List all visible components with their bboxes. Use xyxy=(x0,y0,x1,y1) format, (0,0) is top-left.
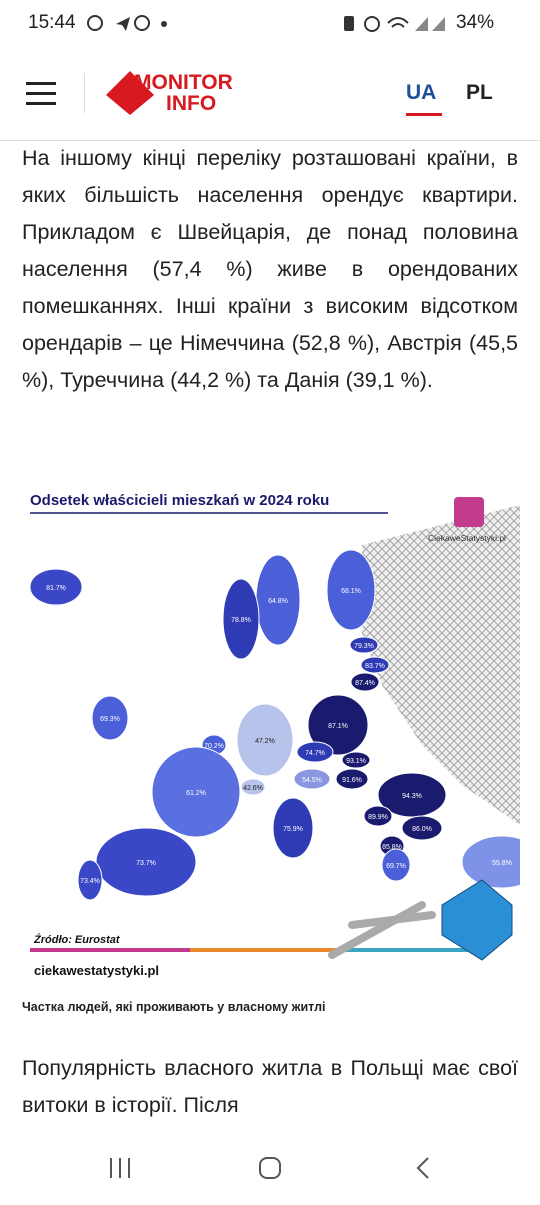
region xyxy=(363,805,393,827)
region xyxy=(335,768,369,790)
region-label: 68.1% xyxy=(341,588,361,595)
map-title: Odsetek właścicieli mieszkań w 2024 roku xyxy=(30,492,329,509)
logo-top: MONITOR xyxy=(134,71,233,94)
region-label: 86.0% xyxy=(412,826,432,833)
region-label: 85.8% xyxy=(382,844,402,851)
battery: 34% xyxy=(456,12,495,33)
region xyxy=(236,703,294,777)
language-pl[interactable]: PL xyxy=(466,81,493,104)
region-label: 73.4% xyxy=(80,878,100,885)
region xyxy=(77,859,103,901)
logo[interactable]: MONITOR INFO xyxy=(104,65,254,117)
logo-bottom: INFO xyxy=(166,92,216,115)
status-bar: 15:44 34% xyxy=(0,0,540,45)
region xyxy=(350,672,380,692)
time: 15:44 xyxy=(28,12,76,33)
brand: CiekaweStatystyki.pl xyxy=(428,533,506,543)
active-underline xyxy=(406,113,442,116)
region-label: 64.8% xyxy=(268,598,288,605)
region xyxy=(272,797,314,859)
region xyxy=(377,772,447,818)
region-label: 81.7% xyxy=(46,585,66,592)
region xyxy=(341,751,371,769)
region-label: 93.1% xyxy=(346,758,366,765)
nav-buttons xyxy=(110,1157,429,1179)
divider xyxy=(84,73,85,113)
region-label: 70.2% xyxy=(204,743,224,750)
region xyxy=(91,695,129,741)
region-label: 55.8% xyxy=(492,860,512,867)
region-label: 78.8% xyxy=(231,617,251,624)
region-label: 42.6% xyxy=(243,785,263,792)
header: MONITOR INFO UA PL xyxy=(0,45,540,141)
region xyxy=(222,578,260,660)
region-label: 69.7% xyxy=(386,863,406,870)
home-button[interactable] xyxy=(259,1157,281,1179)
url: ciekawestatystyki.pl xyxy=(34,963,159,978)
region-label: 94.3% xyxy=(402,793,422,800)
region-label: 87.1% xyxy=(328,723,348,730)
map-image: Odsetek właścicieli mieszkań w 2024 roku… xyxy=(22,485,540,995)
region-label: 83.7% xyxy=(365,663,385,670)
region xyxy=(240,778,266,796)
region xyxy=(349,636,379,654)
region xyxy=(296,741,334,763)
source: Źródło: Eurostat xyxy=(33,933,121,946)
region xyxy=(381,848,411,882)
region-label: 54.5% xyxy=(302,777,322,784)
region-label: 61.2% xyxy=(186,790,206,797)
region xyxy=(326,549,376,631)
region xyxy=(401,815,443,841)
region-label: 74.7% xyxy=(305,750,325,757)
paragraph: Популярність власного житла в Польщі має… xyxy=(22,1056,518,1117)
recents-button[interactable] xyxy=(110,1158,130,1178)
region-label: 89.9% xyxy=(368,814,388,821)
region xyxy=(293,768,331,790)
region xyxy=(29,568,83,606)
system-icons xyxy=(344,16,445,32)
paragraph: На іншому кінці переліку розташовані кра… xyxy=(22,146,518,392)
region-label: 47.2% xyxy=(255,738,275,745)
region-label: 73.7% xyxy=(136,860,156,867)
region-label: 91.6% xyxy=(342,777,362,784)
region xyxy=(360,656,390,674)
region-label: 69.3% xyxy=(100,716,120,723)
navigation-bar xyxy=(0,1132,540,1200)
region-label: 79.3% xyxy=(354,643,374,650)
language-ua[interactable]: UA xyxy=(406,81,437,104)
notification-icons xyxy=(87,15,167,31)
figure: Odsetek właścicieli mieszkań w 2024 roku… xyxy=(22,485,540,1000)
caption: Частка людей, які проживають у власному … xyxy=(22,1000,326,1014)
region-label: 75.9% xyxy=(283,826,303,833)
region xyxy=(151,746,241,838)
back-button[interactable] xyxy=(416,1157,429,1179)
region xyxy=(307,694,369,756)
region-label: 87.4% xyxy=(355,680,375,687)
menu-button[interactable] xyxy=(26,81,58,107)
